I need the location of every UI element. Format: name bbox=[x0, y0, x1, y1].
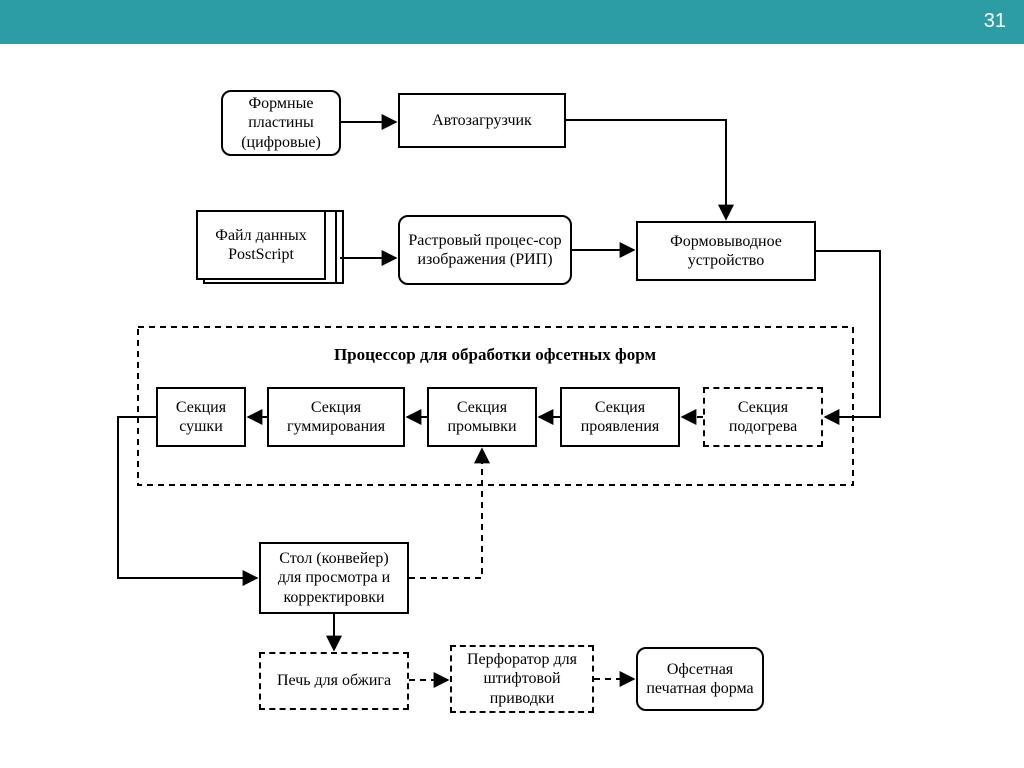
node-plateout: Формовыводное устройство bbox=[636, 221, 816, 281]
node-sec-dev: Секция проявления bbox=[560, 387, 680, 447]
node-sec-gum: Секция гуммирования bbox=[267, 387, 405, 447]
node-rip: Растровый процес-сор изображения (РИП) bbox=[398, 215, 572, 285]
header-bar: 31 bbox=[0, 0, 1024, 44]
node-sec-wash: Секция промывки bbox=[427, 387, 537, 447]
node-table: Стол (конвейер) для просмотра и корректи… bbox=[259, 542, 409, 614]
node-offset: Офсетная печатная форма bbox=[636, 647, 764, 711]
node-sec-dry: Секция сушки bbox=[156, 387, 246, 447]
node-sec-heat: Секция подогрева bbox=[703, 387, 823, 447]
node-postscript-label: Файл данных PostScript bbox=[204, 226, 318, 264]
node-plates: Формные пластины (цифровые) bbox=[221, 90, 341, 156]
processor-title: Процессор для обработки офсетных форм bbox=[330, 345, 660, 365]
page-number: 31 bbox=[984, 10, 1006, 33]
node-perforator: Перфоратор для штифтовой приводки bbox=[450, 645, 594, 713]
node-autoloader: Автозагрузчик bbox=[398, 93, 566, 148]
node-oven: Печь для обжига bbox=[259, 652, 409, 710]
